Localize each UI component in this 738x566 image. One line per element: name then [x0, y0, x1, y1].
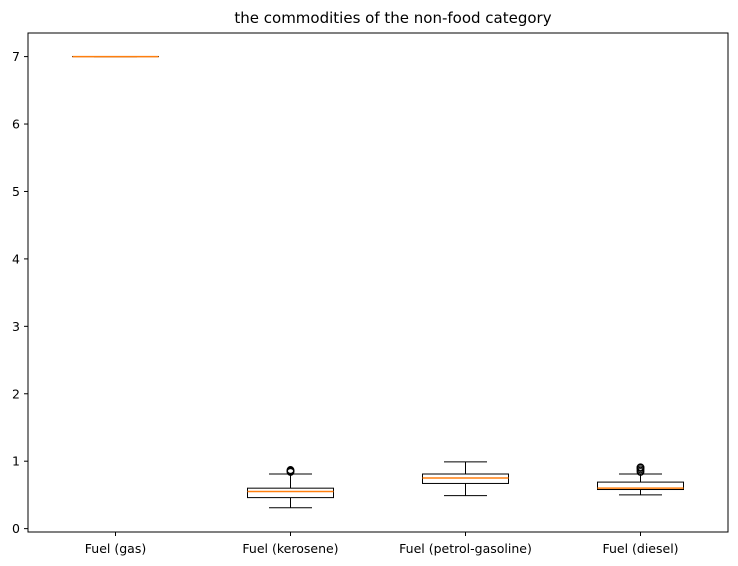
plot-area: [72, 55, 684, 509]
x-tick-label: Fuel (diesel): [602, 541, 678, 556]
y-tick-label: 2: [12, 386, 20, 401]
y-axis: 0 1 2 3 4 5 6 7: [12, 49, 28, 536]
y-tick-label: 0: [12, 521, 20, 536]
plot-frame: [27, 32, 729, 533]
box-3: [422, 461, 509, 497]
outlier-point: [286, 466, 295, 474]
y-tick-label: 6: [12, 117, 20, 132]
outlier-point: [636, 463, 645, 472]
x-axis: Fuel (gas) Fuel (kerosene) Fuel (petrol-ga…: [85, 532, 679, 556]
y-tick-label: 7: [12, 49, 20, 64]
chart-title: the commodities of the non-food category: [234, 9, 551, 27]
y-tick-label: 1: [12, 454, 20, 469]
iqr-box: [597, 481, 684, 491]
y-tick-label: 4: [12, 251, 20, 266]
x-tick-label: Fuel (kerosene): [242, 541, 338, 556]
y-tick-label: 3: [12, 319, 20, 334]
iqr-box: [247, 487, 334, 499]
box-2: [247, 466, 334, 509]
y-tick-label: 5: [12, 184, 20, 199]
x-tick-label: Fuel (petrol-gasoline): [399, 541, 532, 556]
x-tick-label: Fuel (gas): [85, 541, 146, 556]
box-4: [597, 463, 684, 496]
